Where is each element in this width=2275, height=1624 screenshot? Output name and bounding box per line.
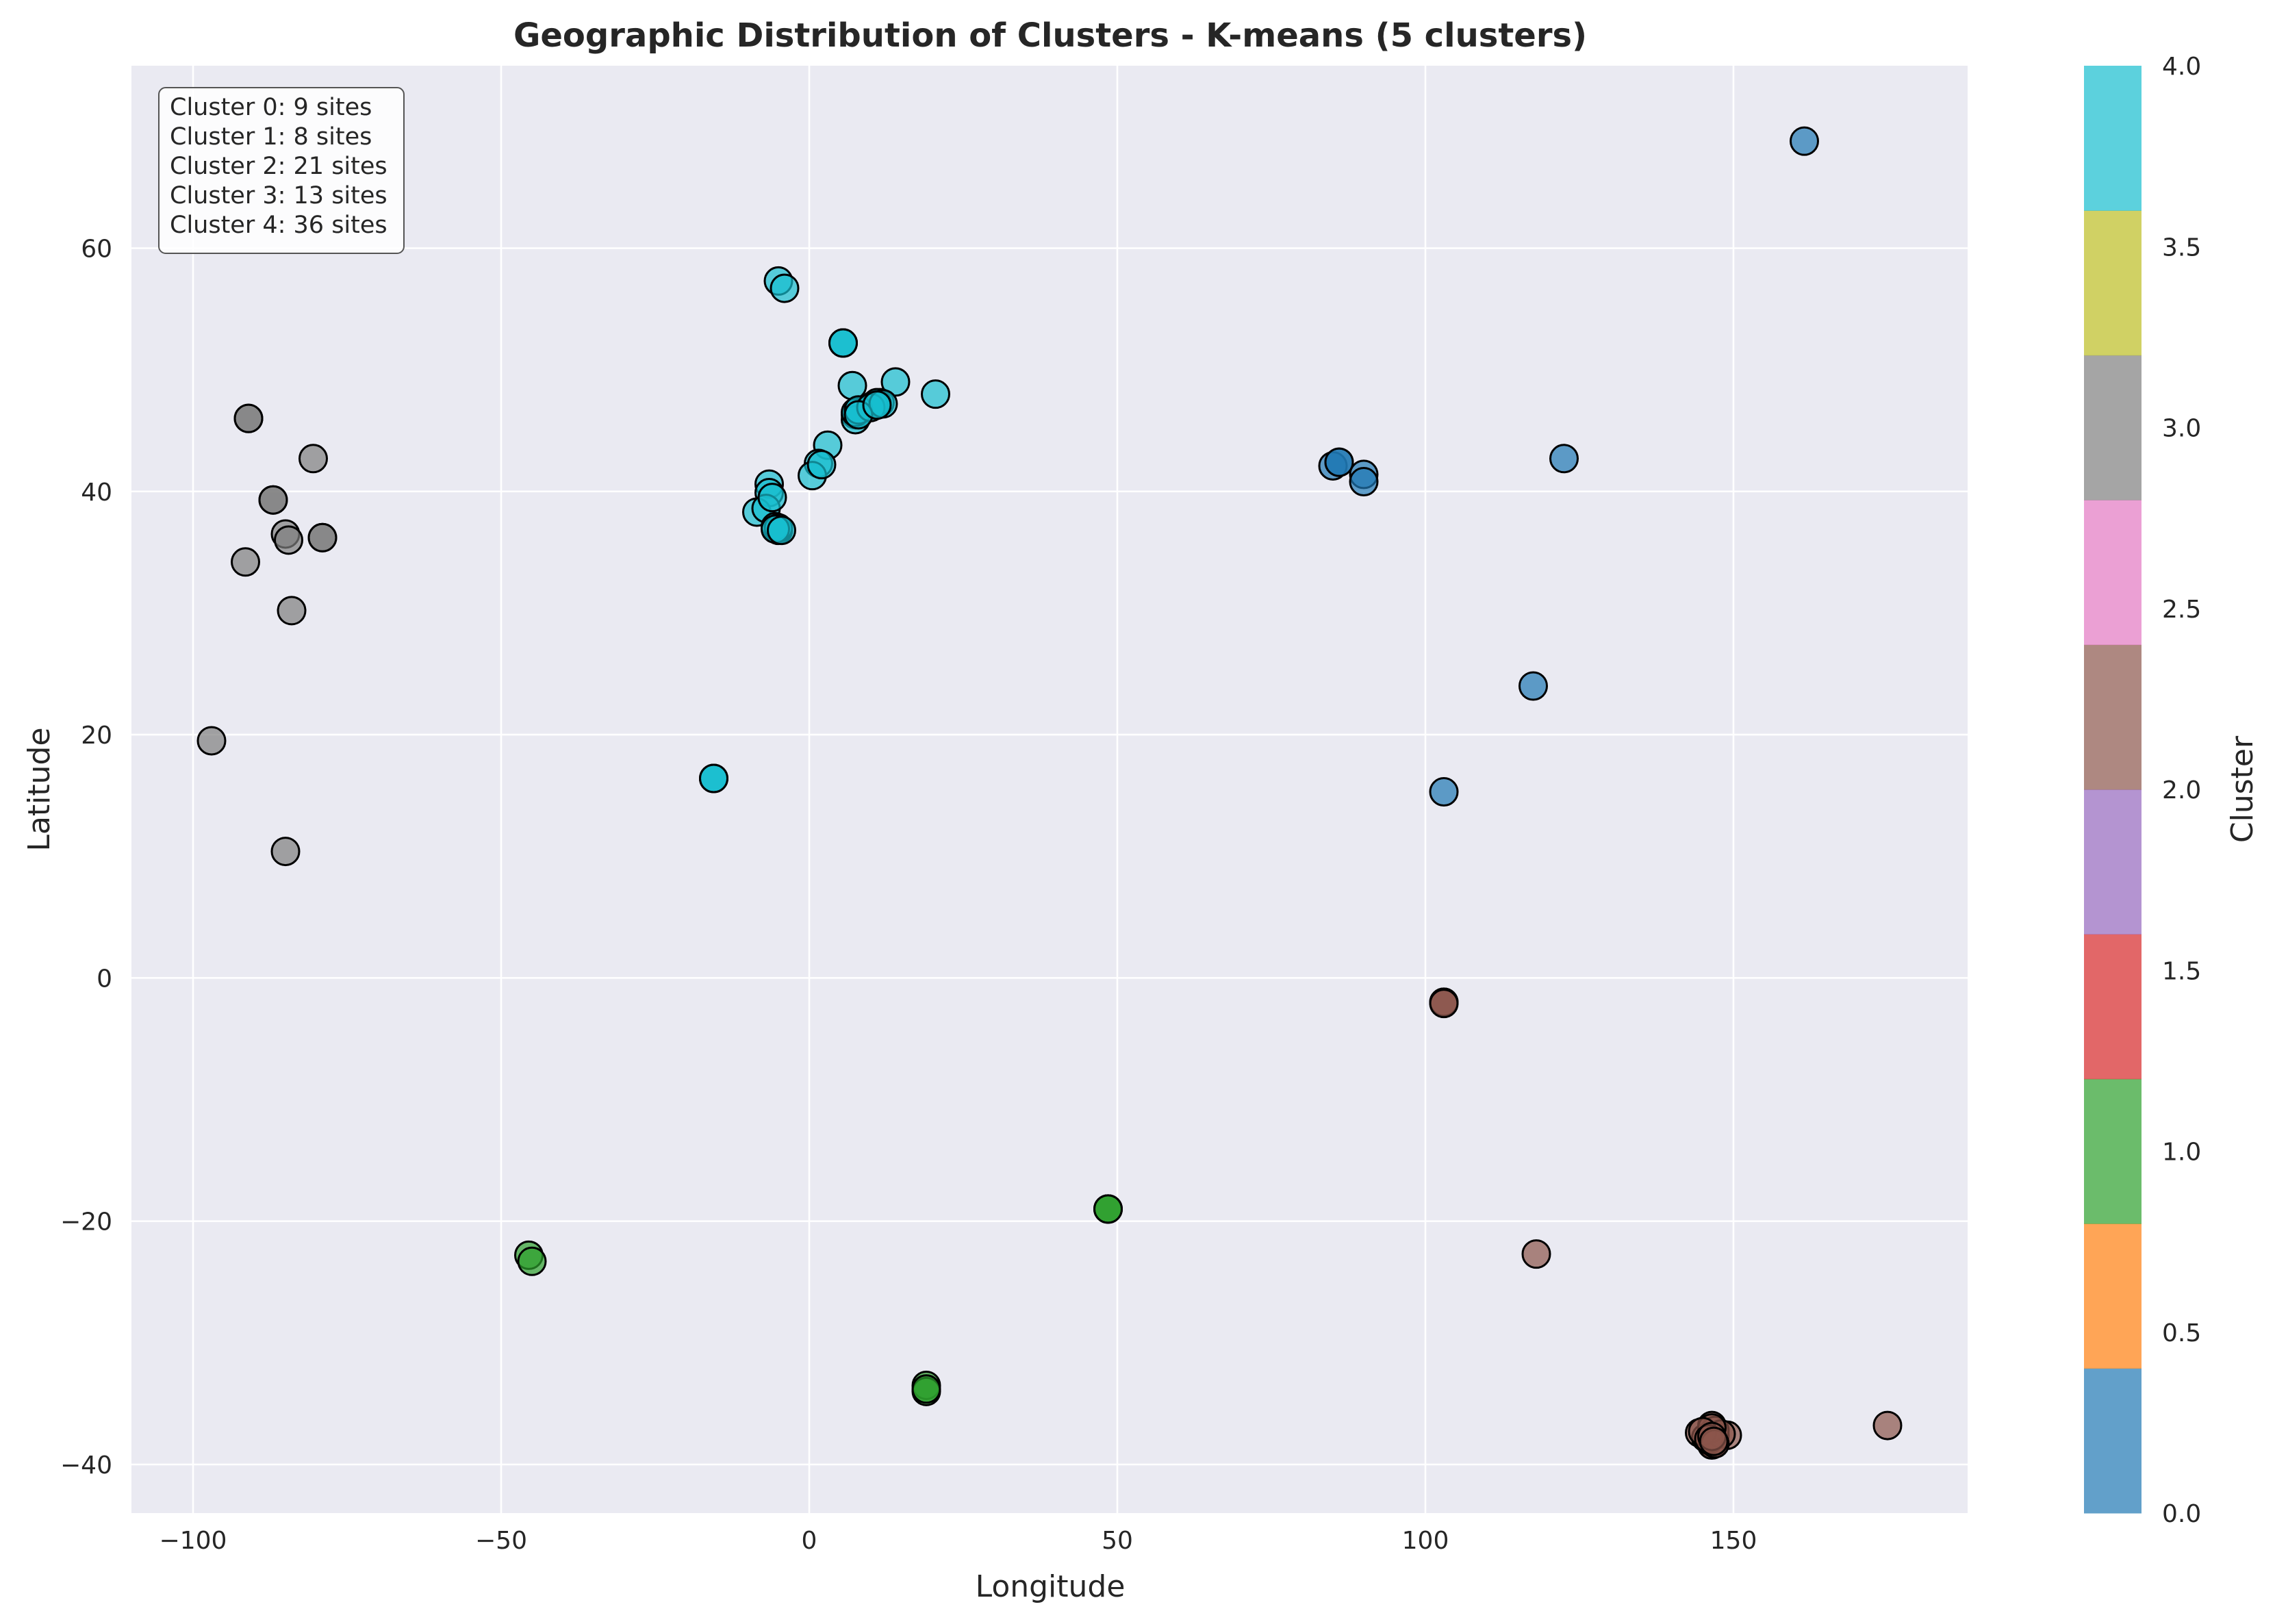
cluster-2-point [1872,1410,1903,1441]
cluster-2-point [1429,989,1459,1019]
cluster-4-point [699,763,728,794]
colorbar-segment [2084,66,2141,211]
cluster-4-point [828,328,858,358]
cluster-3-point [307,522,338,553]
colorbar-tick-label: 2.0 [2162,776,2201,804]
colorbar-tick-label: 0.5 [2162,1319,2201,1347]
y-tick-label: 0 [97,965,112,993]
colorbar-tick-label: 1.0 [2162,1139,2201,1167]
colorbar-tick-label: 3.5 [2162,233,2201,262]
cluster-4-point [880,367,911,397]
cluster-0-point [1349,467,1379,497]
y-tick-label: −20 [60,1208,112,1236]
plot-area [131,66,1968,1513]
x-axis-ticks: −100 −50 0 50 100 150 [160,1527,1757,1555]
annotation-box [158,87,405,254]
cluster-4-point [921,379,950,409]
colorbar-segment [2084,934,2141,1080]
cluster-4-point [767,516,796,546]
cluster-3-point [277,596,307,626]
cluster-4-point [806,450,837,480]
x-tick-label: 50 [1102,1527,1133,1555]
x-tick-label: 100 [1402,1527,1449,1555]
data-points [196,126,1903,1460]
cluster-4-point [837,370,867,401]
colorbar-tick-label: 4.0 [2162,53,2201,81]
annotation-line-2: Cluster 2: 21 sites [170,153,387,180]
x-tick-label: −100 [160,1527,227,1555]
cluster-3-point [233,403,264,433]
cluster-2-point [1699,1426,1729,1456]
colorbar-tick-label: 0.0 [2162,1500,2201,1528]
cluster-2-point [1521,1239,1551,1269]
x-tick-label: −50 [475,1527,527,1555]
colorbar-segment [2084,644,2141,790]
cluster-3-point [231,547,260,577]
colorbar-segment [2084,1223,2141,1369]
y-tick-label: 60 [81,235,112,263]
y-tick-label: 20 [81,722,112,750]
cluster-0-point [1790,126,1819,156]
cluster-3-point [274,525,303,555]
colorbar-tick-label: 2.5 [2162,596,2201,624]
cluster-3-point [196,726,227,756]
y-tick-label: 40 [81,479,112,507]
cluster-3-point [270,837,301,867]
chart-title: Geographic Distribution of Clusters - K-… [513,16,1587,55]
cluster-0-point [1518,671,1548,701]
y-tick-label: −40 [60,1451,112,1480]
cluster-count-annotation: Cluster 0: 9 sites Cluster 1: 8 sites Cl… [158,87,405,254]
cluster-0-point [1429,777,1459,807]
cluster-0-point [1549,444,1579,474]
cluster-1-point [911,1374,941,1404]
colorbar-tick-label: 3.0 [2162,415,2201,443]
annotation-line-3: Cluster 3: 13 sites [170,182,387,210]
cluster-0-point [1324,447,1354,477]
cluster-1-point [1093,1194,1123,1224]
cluster-4-point [770,273,800,303]
colorbar-segment [2084,355,2141,500]
colorbar-segment [2084,1368,2141,1514]
colorbar-segment [2084,500,2141,646]
annotation-line-1: Cluster 1: 8 sites [170,123,372,151]
x-tick-label: 150 [1710,1527,1757,1555]
colorbar-label: Cluster [2225,735,2260,843]
x-axis-label: Longitude [976,1569,1126,1604]
colorbar-segment [2084,210,2141,356]
y-axis-label: Latitude [22,727,57,851]
cluster-4-point [862,390,892,420]
x-tick-label: 0 [802,1527,817,1555]
cluster-3-point [258,485,288,515]
colorbar-segment [2084,789,2141,935]
cluster-1-point [517,1246,547,1276]
cluster-3-point [298,444,328,474]
annotation-line-4: Cluster 4: 36 sites [170,212,387,239]
cluster-4-point [757,483,787,513]
colorbar-segment [2084,1078,2141,1224]
grid-lines [131,66,1968,1513]
annotation-line-0: Cluster 0: 9 sites [170,94,372,121]
colorbar-ticks: 0.0 0.5 1.0 1.5 2.0 2.5 3.0 3.5 4.0 [2162,53,2201,1528]
colorbar [2084,66,2141,1514]
colorbar-tick-label: 1.5 [2162,957,2201,985]
y-axis-ticks: −40 −20 0 20 40 60 [60,235,112,1479]
